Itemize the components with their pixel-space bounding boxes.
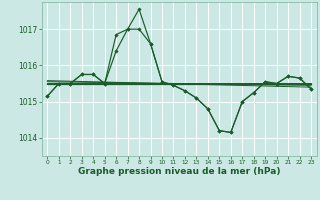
X-axis label: Graphe pression niveau de la mer (hPa): Graphe pression niveau de la mer (hPa) <box>78 167 280 176</box>
